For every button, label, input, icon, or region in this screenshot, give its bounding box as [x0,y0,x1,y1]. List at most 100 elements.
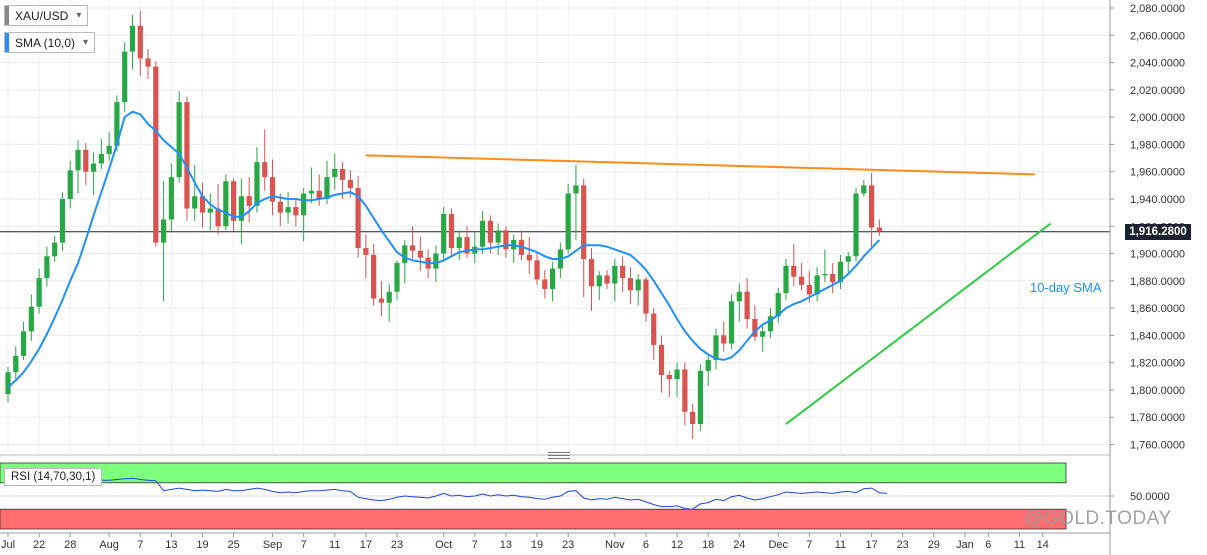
candle-body [13,355,19,373]
candle-body [868,185,875,228]
rsi-legend[interactable]: RSI (14,70,30,1) [4,468,103,486]
y-tick-label: 1,760.0000 [1130,440,1185,452]
candle-body [728,301,735,344]
x-tick-label: Jan [956,539,974,551]
sma-legend[interactable]: SMA (10,0) ▾ [4,32,96,53]
candle-body [301,193,307,216]
candle [658,335,665,393]
candle-body [215,208,221,227]
candle [876,219,882,236]
candle [861,179,867,197]
candle [588,248,595,311]
candle [20,321,27,360]
candle [752,305,758,341]
candle-body [67,170,73,199]
rsi-tick-label: 50.0000 [1130,491,1170,503]
candle-body [448,213,455,249]
panel-resize-handle[interactable] [548,452,570,459]
candle-body [627,278,633,291]
candle-body [223,181,229,227]
candle-body [674,369,680,380]
candle-body [254,162,260,206]
price-grid [0,0,1110,456]
candle-body [293,207,299,216]
candle-body [713,335,719,360]
candle [363,234,369,279]
candle-body [277,201,283,213]
candle [635,273,641,306]
candle-body [690,411,696,425]
candle [744,278,750,329]
candle-body [635,279,641,291]
candle-body [441,213,447,254]
candle-body [503,230,509,250]
legend-menu-icon[interactable]: ▾ [83,37,89,48]
candle [550,261,556,302]
price-axis[interactable]: 1,760.0000 1,780.0000 1,800.0000 1,820.0000… [1109,0,1185,555]
x-tick-label: 25 [227,539,239,551]
candle [627,267,633,305]
candle-body [106,145,112,154]
y-tick-label: 1,880.0000 [1130,276,1185,288]
candle [145,48,151,79]
candle-body [129,25,136,52]
x-tick-label: 24 [733,539,745,551]
candle-body [137,25,143,59]
candle-body [20,331,27,356]
candle [308,167,315,204]
candle [402,239,408,284]
candle [441,207,447,261]
x-tick-label: 7 [137,539,143,551]
candle [293,200,299,227]
candle [394,260,400,300]
candle [830,263,836,294]
x-tick-label: Dec [768,539,788,551]
candle [75,140,81,194]
x-tick-label: 17 [360,539,372,551]
candle [355,175,361,258]
candle [161,181,167,302]
candle [231,178,237,232]
candle-body [184,102,190,209]
candle [604,269,610,289]
candle [28,294,34,341]
symbol-label: XAU/USD [15,8,69,23]
candle-body [697,370,704,425]
candle [526,237,532,274]
candle [837,254,844,289]
y-tick-label: 2,080.0000 [1130,3,1185,15]
y-tick-label: 2,020.0000 [1130,85,1185,97]
candle-body [238,196,244,221]
candle-body [231,181,237,221]
candle [316,174,322,206]
candle-body [207,208,213,213]
legend-menu-icon[interactable]: ▾ [76,10,82,21]
candle [98,138,104,169]
candle-body [487,220,493,243]
y-tick-label: 2,060.0000 [1130,30,1185,42]
candle-body [822,273,828,276]
date-axis[interactable]: Jul 22 28 Aug 7 13 19 25 Sep 7 11 17 23 Oct 7 13 19 23 Nov… [0,532,1110,551]
symbol-legend[interactable]: XAU/USD ▾ [4,5,89,26]
candle-body [565,193,571,250]
sma-layer [7,110,881,388]
x-tick-label: 6 [985,539,991,551]
x-tick-label: 23 [391,539,403,551]
candle-body [168,177,174,220]
candle [581,178,587,298]
y-tick-label: 1,980.0000 [1130,139,1185,151]
candle [246,177,252,223]
candle-body [526,254,532,261]
x-tick-label: 17 [865,539,877,551]
candle-body [386,291,392,303]
candle-body [262,162,268,178]
candle-body [114,102,120,146]
candle-body [581,185,587,259]
x-tick-label: 13 [500,539,512,551]
candle-body [837,261,844,283]
candle [386,283,392,322]
candle [682,362,688,426]
candle [417,237,423,272]
rsi-overbought-zone [0,462,1067,484]
